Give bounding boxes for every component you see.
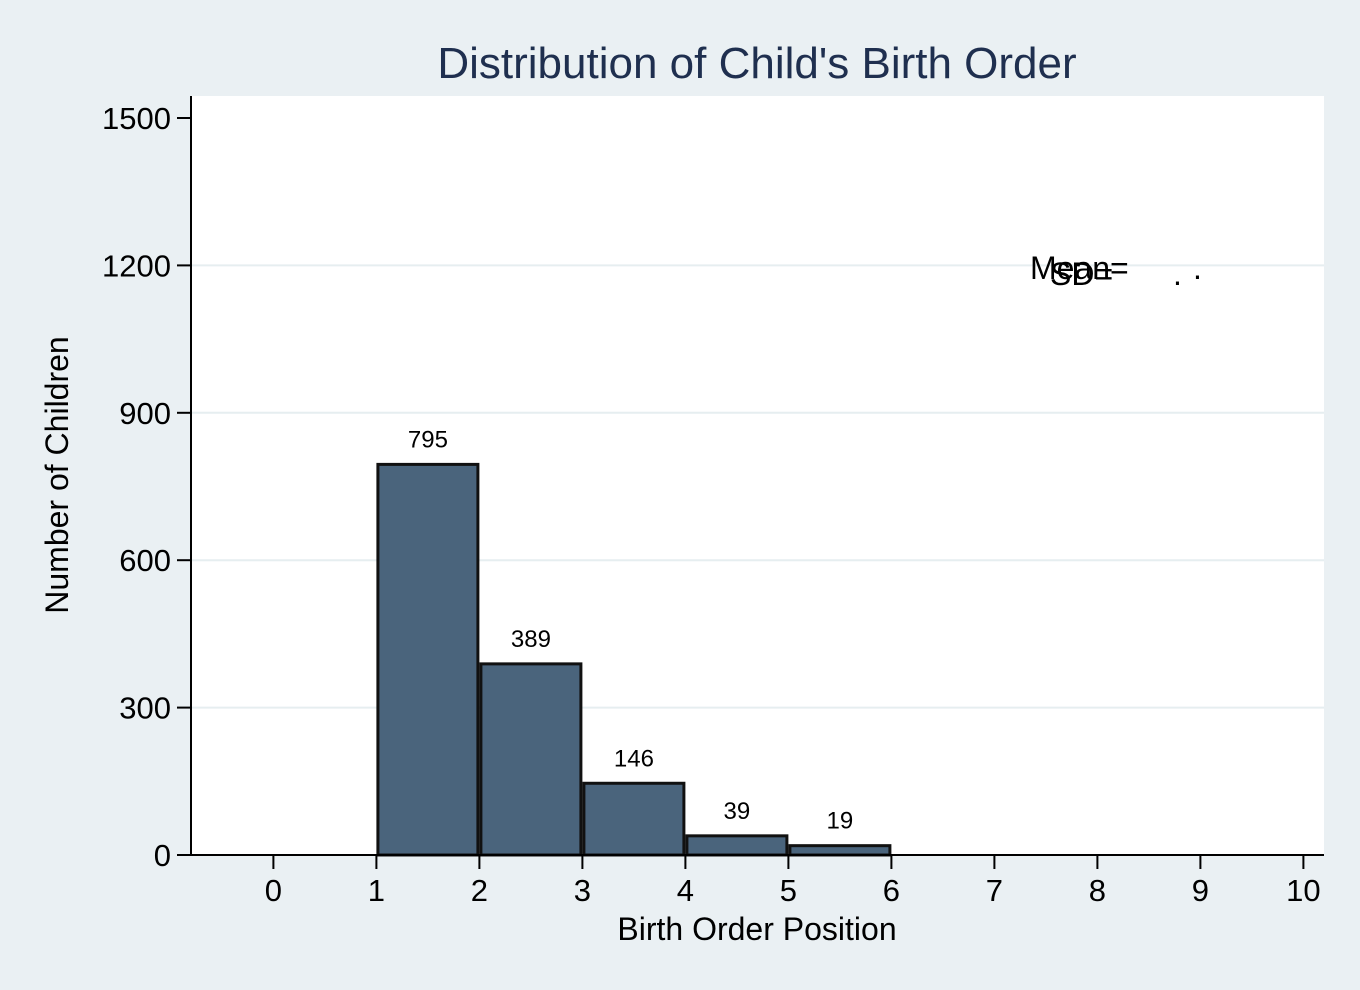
x-tick-label: 0 bbox=[265, 873, 282, 908]
histogram-bar bbox=[788, 844, 892, 857]
sd-annotation-label: SD= bbox=[1050, 256, 1113, 292]
x-tick-label: 6 bbox=[883, 873, 900, 908]
histogram-bar bbox=[376, 462, 480, 857]
labels-layer: 795 389 146 39 19 0 300 600 900 1200 1500 0 1 2 3 4 5 6 7 8… bbox=[102, 101, 1321, 908]
bar-value-label: 146 bbox=[614, 745, 654, 772]
y-tick-label: 600 bbox=[119, 543, 171, 578]
x-tick-label: 5 bbox=[780, 873, 797, 908]
chart-title: Distribution of Child's Birth Order bbox=[437, 39, 1076, 88]
bar-value-label: 19 bbox=[827, 808, 854, 835]
x-tick-label: 4 bbox=[677, 873, 694, 908]
mean-annotation-label: Mean= bbox=[1030, 250, 1129, 286]
x-axis-label: Birth Order Position bbox=[617, 911, 896, 947]
mean-annotation-value: . bbox=[1173, 256, 1182, 292]
y-tick-label: 0 bbox=[154, 838, 171, 873]
x-tick-label: 9 bbox=[1192, 873, 1209, 908]
histogram-bar bbox=[582, 781, 686, 857]
axes-layer bbox=[177, 96, 1324, 869]
histogram-bar bbox=[479, 662, 583, 857]
x-tick-label: 3 bbox=[574, 873, 591, 908]
x-tick-label: 10 bbox=[1286, 873, 1320, 908]
x-tick-label: 8 bbox=[1089, 873, 1106, 908]
x-tick-label: 7 bbox=[986, 873, 1003, 908]
y-tick-label: 300 bbox=[119, 691, 171, 726]
plot-area bbox=[191, 96, 1324, 855]
x-tick-label: 2 bbox=[471, 873, 488, 908]
y-tick-label: 1200 bbox=[102, 248, 171, 283]
y-axis-label: Number of Children bbox=[39, 336, 75, 613]
bar-value-label: 39 bbox=[724, 798, 751, 825]
histogram-bar bbox=[685, 834, 789, 857]
y-tick-label: 900 bbox=[119, 396, 171, 431]
bar-value-label: 389 bbox=[511, 626, 551, 653]
bar-value-label: 795 bbox=[408, 426, 448, 453]
sd-annotation-value: . bbox=[1193, 250, 1202, 286]
y-tick-label: 1500 bbox=[102, 101, 171, 136]
x-tick-label: 1 bbox=[368, 873, 385, 908]
